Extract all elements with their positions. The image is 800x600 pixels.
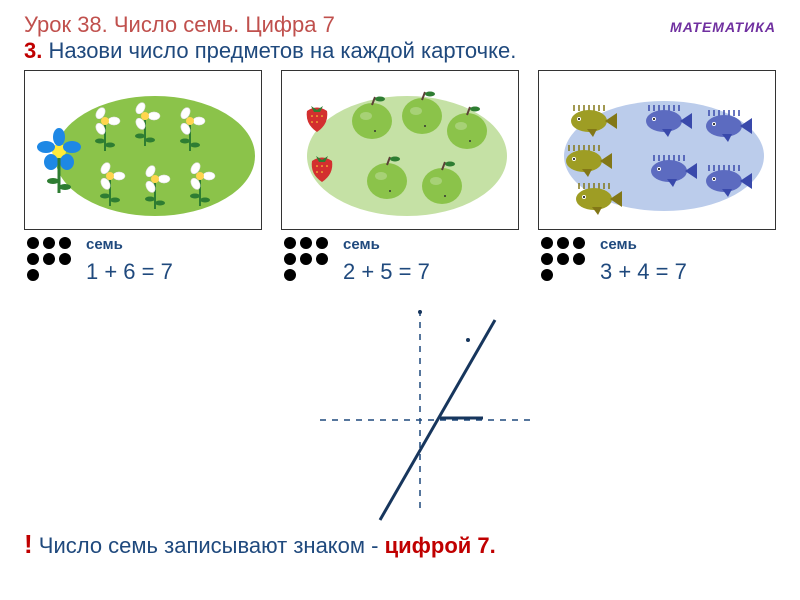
word-3: семь: [600, 236, 687, 253]
dots-3: [538, 234, 590, 286]
cards-row: [0, 70, 800, 230]
digit-seven-diagram: [300, 310, 560, 530]
exclamation-icon: !: [24, 529, 33, 559]
word-1: семь: [86, 236, 173, 253]
bottom-digit: цифрой 7.: [385, 533, 496, 558]
apples-card: [281, 70, 519, 230]
lesson-title: Урок 38. Число семь. Цифра 7: [24, 12, 335, 38]
dots-2: [281, 234, 333, 286]
fish-card: [538, 70, 776, 230]
sumblock-2: семь 2 + 5 = 7: [343, 236, 430, 285]
subject-label: МАТЕМАТИКА: [670, 19, 776, 35]
word-2: семь: [343, 236, 430, 253]
col-1: семь 1 + 6 = 7: [24, 234, 262, 286]
equation-1: 1 + 6 = 7: [86, 259, 173, 285]
equation-2: 2 + 5 = 7: [343, 259, 430, 285]
flowers-card: [24, 70, 262, 230]
task-number: 3.: [24, 38, 42, 63]
equation-3: 3 + 4 = 7: [600, 259, 687, 285]
sumblock-3: семь 3 + 4 = 7: [600, 236, 687, 285]
bottom-text: Число семь записывают знаком -: [39, 533, 385, 558]
dots-1: [24, 234, 76, 286]
bottom-note: ! Число семь записывают знаком - цифрой …: [24, 529, 496, 560]
col-2: семь 2 + 5 = 7: [281, 234, 519, 286]
col-3: семь 3 + 4 = 7: [538, 234, 776, 286]
sumblock-1: семь 1 + 6 = 7: [86, 236, 173, 285]
task-text: Назови число предметов на каждой карточк…: [48, 38, 516, 63]
labels-row: семь 1 + 6 = 7 семь 2 + 5 = 7 семь 3 + 4…: [0, 230, 800, 286]
task-line: 3. Назови число предметов на каждой карт…: [0, 38, 800, 70]
header: Урок 38. Число семь. Цифра 7 МАТЕМАТИКА: [0, 0, 800, 38]
